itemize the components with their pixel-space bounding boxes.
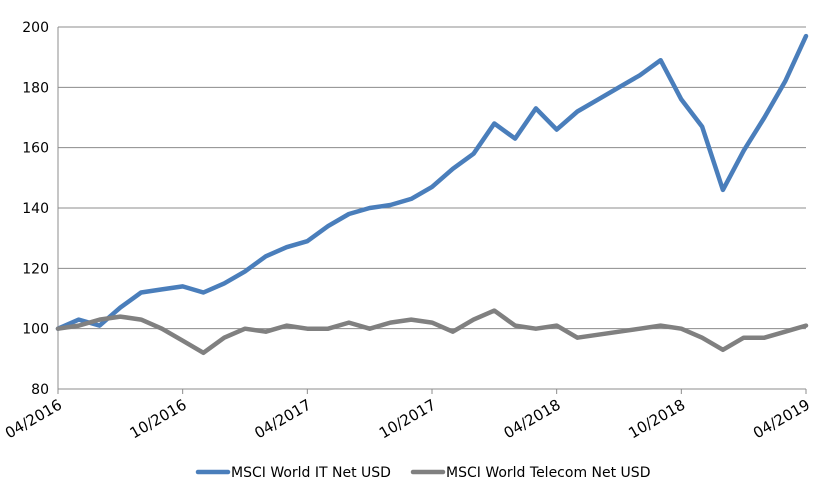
x-axis-ticks: 04/2016 10/2016 04/2017 10/2017 04/2018 10/20…	[2, 396, 813, 443]
x-tick-label: 04/2016	[2, 396, 65, 443]
legend: MSCI World IT Net USD MSCI World Telecom …	[195, 465, 650, 481]
y-axis-ticks: 80 100 120 140 160 180 200	[22, 20, 49, 398]
x-tick-label: 04/2019	[750, 396, 813, 443]
grid-lines	[58, 26, 806, 330]
y-tick-label: 120	[22, 261, 49, 277]
legend-label: MSCI World IT Net USD	[231, 465, 391, 481]
y-tick-label: 140	[22, 201, 49, 217]
x-tick-label: 04/2018	[501, 396, 564, 443]
y-tick-label: 100	[22, 322, 49, 338]
series-line-2	[55, 308, 809, 356]
x-tick-label: 10/2017	[376, 396, 439, 443]
x-tick-label: 04/2017	[251, 396, 314, 443]
series-line-1	[55, 33, 809, 331]
y-tick-label: 180	[22, 80, 49, 96]
axes	[57, 27, 807, 394]
x-tick-label: 10/2018	[625, 396, 688, 443]
y-tick-label: 200	[22, 20, 49, 36]
x-tick-label: 10/2016	[127, 396, 190, 443]
series-lines	[55, 33, 809, 356]
legend-label: MSCI World Telecom Net USD	[446, 465, 650, 481]
y-tick-label: 80	[31, 382, 49, 398]
y-tick-label: 160	[22, 141, 49, 157]
